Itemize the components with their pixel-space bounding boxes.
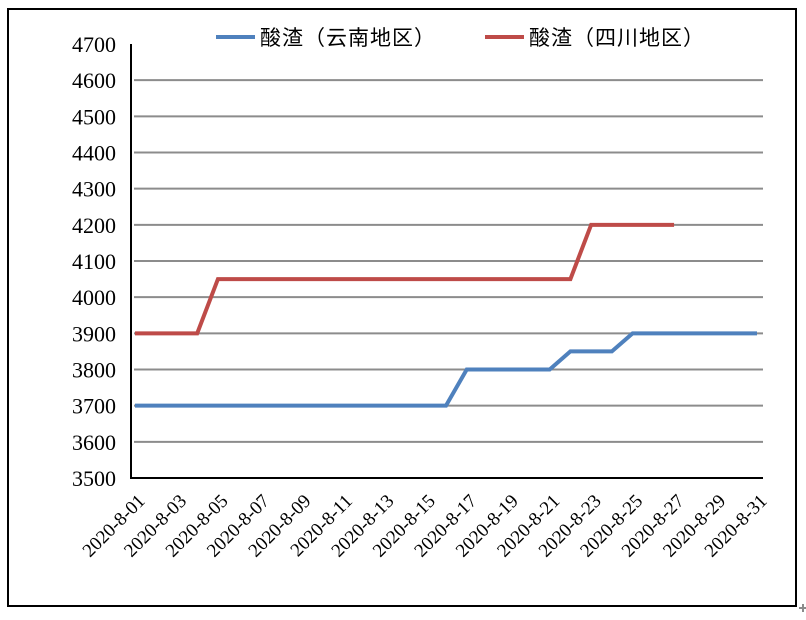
sichuan-line-swatch-icon <box>485 35 524 39</box>
legend-item-sichuan: 酸渣（四川地区） <box>485 24 705 50</box>
yunnan-line-swatch-icon <box>216 35 255 39</box>
legend-label-sichuan: 酸渣（四川地区） <box>529 26 705 50</box>
series-line-sichuan <box>135 222 675 336</box>
y-tick-label: 3700 <box>72 394 116 419</box>
y-tick-label: 4100 <box>72 249 116 274</box>
legend-label-yunnan: 酸渣（云南地区） <box>260 26 436 50</box>
legend-item-yunnan: 酸渣（云南地区） <box>216 24 436 50</box>
y-tick-label: 3500 <box>72 466 116 491</box>
y-tick-label: 4400 <box>72 141 116 166</box>
y-tick-label: 3600 <box>72 430 116 455</box>
series-line-yunnan <box>135 331 757 408</box>
y-tick-label: 3800 <box>72 358 116 383</box>
y-tick-label: 4200 <box>72 213 116 238</box>
chart-frame <box>7 8 797 607</box>
corner-artifact-icon <box>799 604 806 612</box>
y-tick-label: 3900 <box>72 321 116 346</box>
y-tick-label: 4600 <box>72 68 116 93</box>
y-tick-label: 4300 <box>72 177 116 202</box>
y-tick-label: 4000 <box>72 285 116 310</box>
y-tick-label: 4500 <box>72 104 116 129</box>
y-tick-label: 4700 <box>72 32 116 57</box>
